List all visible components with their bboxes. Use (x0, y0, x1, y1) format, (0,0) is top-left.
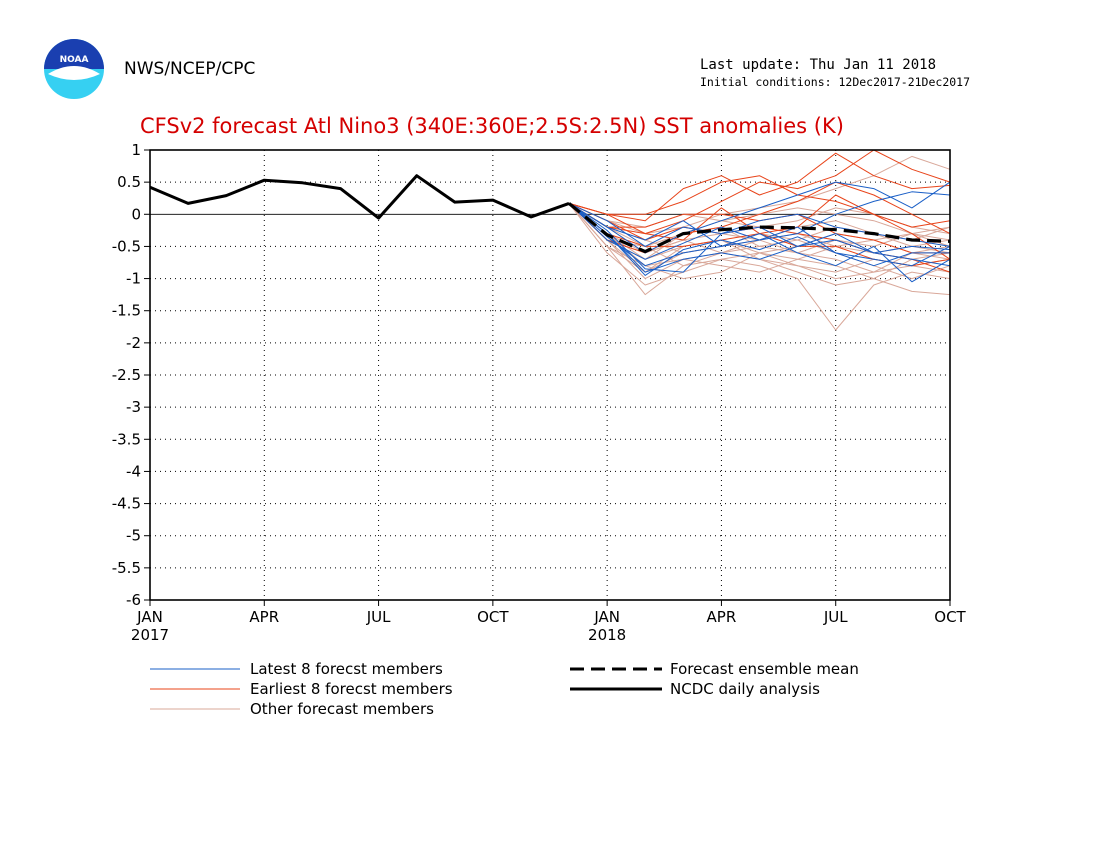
other-member-line (568, 203, 951, 331)
chart-title: CFSv2 forecast Atl Nino3 (340E:360E;2.5S… (140, 114, 844, 138)
x-tick-label: OCT (934, 608, 966, 626)
y-tick-label: -1 (126, 270, 141, 288)
latest-member-line (568, 203, 951, 283)
y-tick-label: -2 (126, 334, 141, 352)
y-tick-label: -0.5 (112, 237, 141, 255)
legend-label-earliest: Earliest 8 forecst members (250, 680, 453, 698)
y-tick-label: 0 (131, 205, 141, 223)
initial-conditions: Initial conditions: 12Dec2017-21Dec2017 (700, 75, 971, 89)
noaa-logo: NOAA (44, 39, 104, 99)
x-tick-label: JAN (593, 608, 620, 626)
x-tick-label: JAN (136, 608, 163, 626)
y-tick-label: -3 (126, 398, 141, 416)
legend-label-latest: Latest 8 forecst members (250, 660, 443, 678)
y-tick-label: 0.5 (117, 173, 141, 191)
x-tick-label: JUL (366, 608, 391, 626)
earliest-member-line (568, 152, 951, 222)
x-tick-label: APR (249, 608, 279, 626)
latest-member-line (568, 202, 950, 267)
ensemble-mean-line (567, 202, 951, 254)
earliest-member-line (568, 181, 951, 254)
y-tick-label: -1.5 (112, 302, 141, 320)
x-tick-year-label: 2017 (131, 626, 169, 644)
last-update: Last update: Thu Jan 11 2018 (700, 57, 937, 73)
y-tick-label: -2.5 (112, 366, 141, 384)
y-tick-label: -5 (126, 527, 141, 545)
x-tick-year-label: 2018 (588, 626, 626, 644)
plot-frame (149, 149, 951, 601)
legend: Latest 8 forecst members Earliest 8 forec… (150, 660, 859, 718)
y-tick-label: -5.5 (112, 559, 141, 577)
earliest-member-line (568, 149, 951, 235)
other-member-line (568, 203, 951, 280)
x-tick-label: APR (707, 608, 737, 626)
y-tick-label: -3.5 (112, 430, 141, 448)
legend-label-other: Other forecast members (250, 700, 434, 718)
logo-text: NOAA (60, 55, 89, 65)
earliest-member-line (568, 175, 951, 228)
y-tick-label: -4.5 (112, 495, 141, 513)
logo-gull-icon (48, 66, 100, 80)
agency-label: NWS/NCEP/CPC (124, 59, 256, 79)
other-member-line (568, 203, 951, 280)
plot-area: 1 0.5 0 -0.5 -1 -1.5 -2 -2.5 -3 -3.5 -4 -4.5 -5 -5.5 -… (112, 141, 967, 644)
x-tick-label: OCT (477, 608, 509, 626)
y-tick-label: -6 (126, 591, 141, 609)
x-tick-label: JUL (823, 608, 848, 626)
legend-label-mean: Forecast ensemble mean (670, 660, 859, 678)
latest-member-line (568, 203, 951, 273)
y-tick-label: -4 (126, 462, 141, 480)
legend-label-analysis: NCDC daily analysis (670, 680, 820, 698)
analysis-line (149, 174, 570, 220)
y-tick-label: 1 (131, 141, 141, 159)
logo-top (44, 39, 104, 69)
